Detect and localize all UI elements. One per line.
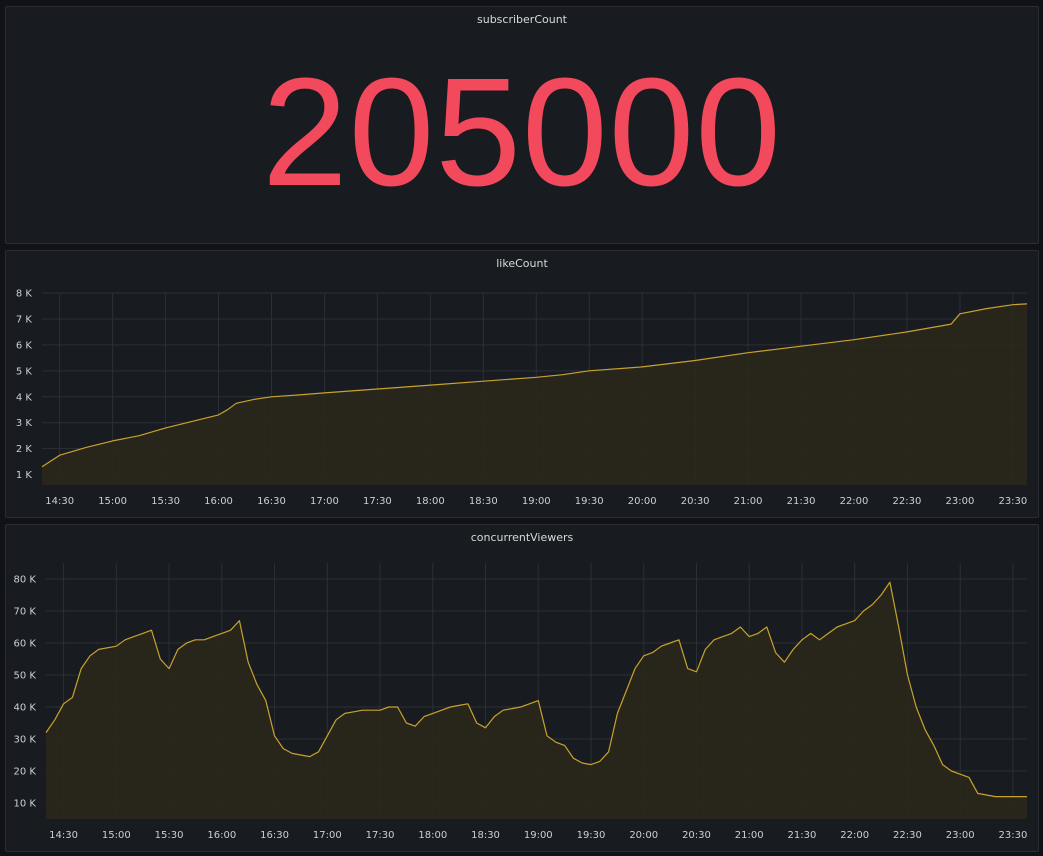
viewers-xtick-label: 19:30 xyxy=(577,830,606,841)
subscriber-count-title[interactable]: subscriberCount xyxy=(477,13,567,26)
concurrent-viewers-panel: concurrentViewers 10 K 20 K 30 K 40 K 50 K 60… xyxy=(5,524,1039,852)
subscriber-count-value: 205000 xyxy=(262,46,782,218)
viewers-ytick-label: 80 K xyxy=(14,575,37,586)
like-ytick-label: 5 K xyxy=(16,366,33,377)
like-xtick-label: 17:00 xyxy=(310,496,339,507)
viewers-xtick-label: 20:30 xyxy=(682,830,711,841)
viewers-ytick-label: 50 K xyxy=(14,671,37,682)
like-xtick-label: 18:00 xyxy=(416,496,445,507)
viewers-xtick-label: 15:30 xyxy=(155,830,184,841)
like-xtick-label: 19:30 xyxy=(575,496,604,507)
viewers-xtick-label: 22:00 xyxy=(840,830,869,841)
viewers-xtick-label: 16:30 xyxy=(260,830,289,841)
viewers-series-line xyxy=(45,581,1027,798)
like-xtick-label: 21:00 xyxy=(734,496,763,507)
like-xtick-label: 15:00 xyxy=(98,496,127,507)
viewers-xtick-label: 23:00 xyxy=(946,830,975,841)
like-xtick-label: 23:00 xyxy=(946,496,975,507)
viewers-ytick-label: 40 K xyxy=(14,703,37,714)
like-ytick-label: 4 K xyxy=(16,392,33,403)
like-ytick-label: 2 K xyxy=(16,444,33,455)
viewers-xtick-label: 20:00 xyxy=(629,830,658,841)
like-xtick-label: 18:30 xyxy=(469,496,498,507)
concurrent-viewers-title[interactable]: concurrentViewers xyxy=(470,531,574,544)
like-ytick-label: 7 K xyxy=(16,314,33,325)
viewers-xtick-label: 23:30 xyxy=(999,830,1028,841)
like-ytick-label: 6 K xyxy=(16,340,33,351)
viewers-xtick-label: 17:00 xyxy=(313,830,342,841)
like-xtick-label: 16:00 xyxy=(204,496,233,507)
like-xtick-label: 15:30 xyxy=(151,496,180,507)
like-xtick-label: 23:30 xyxy=(998,496,1027,507)
viewers-ytick-label: 30 K xyxy=(14,735,37,746)
subscriber-count-panel: subscriberCount 205000 xyxy=(5,6,1039,244)
viewers-ytick-label: 70 K xyxy=(14,607,37,618)
viewers-xtick-label: 15:00 xyxy=(102,830,131,841)
viewers-xtick-label: 14:30 xyxy=(49,830,78,841)
like-count-chart[interactable]: 1 K 2 K 3 K 4 K 5 K 6 K 7 K 8 K 14:30 15:00 15:30 1… xyxy=(6,251,1040,519)
viewers-xtick-label: 22:30 xyxy=(893,830,922,841)
viewers-ytick-label: 10 K xyxy=(14,799,37,810)
like-xtick-label: 20:30 xyxy=(681,496,710,507)
viewers-xtick-label: 21:30 xyxy=(788,830,817,841)
viewers-xtick-label: 16:00 xyxy=(207,830,236,841)
viewers-xtick-label: 21:00 xyxy=(735,830,764,841)
like-ytick-label: 8 K xyxy=(16,289,33,300)
like-xtick-label: 16:30 xyxy=(257,496,286,507)
viewers-ytick-label: 20 K xyxy=(14,767,37,778)
like-xtick-label: 20:00 xyxy=(628,496,657,507)
viewers-xtick-label: 18:30 xyxy=(471,830,500,841)
like-xtick-label: 22:30 xyxy=(893,496,922,507)
like-ytick-label: 3 K xyxy=(16,418,33,429)
viewers-xtick-label: 17:30 xyxy=(366,830,395,841)
viewers-xtick-label: 19:00 xyxy=(524,830,553,841)
like-count-title[interactable]: likeCount xyxy=(496,257,548,270)
viewers-xtick-label: 18:00 xyxy=(418,830,447,841)
viewers-ytick-label: 60 K xyxy=(14,639,37,650)
viewers-area-fill xyxy=(46,582,1027,819)
like-xtick-label: 22:00 xyxy=(840,496,869,507)
like-xtick-label: 21:30 xyxy=(787,496,816,507)
like-xtick-label: 19:00 xyxy=(522,496,551,507)
concurrent-viewers-chart[interactable]: 10 K 20 K 30 K 40 K 50 K 60 K 70 K 80 K 14:30 15:… xyxy=(6,525,1040,853)
like-xtick-label: 14:30 xyxy=(45,496,74,507)
like-area-fill xyxy=(42,303,1027,485)
like-ytick-label: 1 K xyxy=(16,470,33,481)
like-xtick-label: 17:30 xyxy=(363,496,392,507)
like-series-line xyxy=(41,303,1028,468)
